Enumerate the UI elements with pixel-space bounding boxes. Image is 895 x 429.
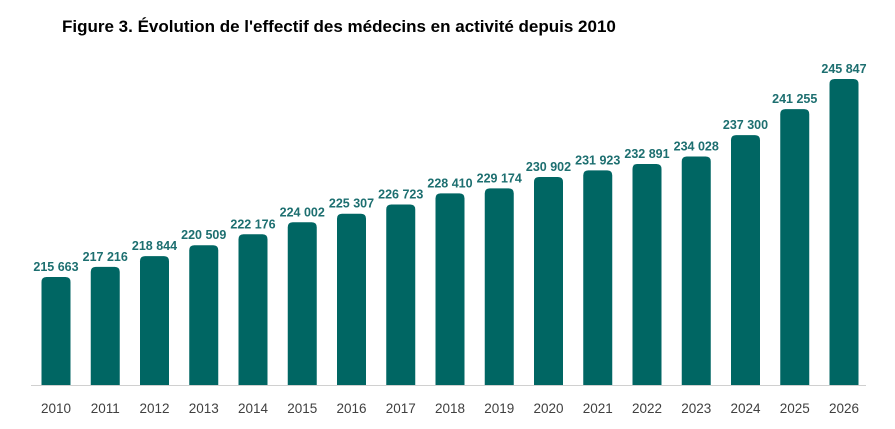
bar-2015 <box>287 222 317 385</box>
bar-2020 <box>534 177 563 385</box>
x-tick-label: 2018 <box>435 401 465 416</box>
data-label: 226 723 <box>378 187 423 201</box>
bar-2011 <box>90 266 120 385</box>
data-label: 225 307 <box>329 197 374 211</box>
data-label: 218 844 <box>132 239 177 253</box>
bar-2014 <box>238 234 268 385</box>
data-label: 220 509 <box>181 228 226 242</box>
x-tick-label: 2015 <box>287 401 317 416</box>
x-tick-label: 2011 <box>91 401 120 416</box>
data-label: 232 891 <box>624 147 669 161</box>
data-label: 245 847 <box>821 62 866 76</box>
bar-2016 <box>337 213 366 385</box>
bar-2023 <box>681 156 711 385</box>
data-label: 237 300 <box>723 118 768 132</box>
bar-2022 <box>632 163 662 385</box>
x-tick-label: 2013 <box>189 401 219 416</box>
x-tick-label: 2012 <box>139 401 169 416</box>
data-label: 215 663 <box>33 260 78 274</box>
x-tick-label: 2022 <box>632 401 662 416</box>
x-tick-label: 2017 <box>386 401 416 416</box>
bar-2010 <box>41 277 71 385</box>
data-label: 231 923 <box>575 153 620 167</box>
data-label: 229 174 <box>477 171 522 185</box>
bar-2017 <box>386 204 416 385</box>
bar-2021 <box>583 170 613 385</box>
bar-2019 <box>484 188 514 385</box>
x-tick-label: 2025 <box>780 401 810 416</box>
data-label: 241 255 <box>772 92 817 106</box>
chart-title: Figure 3. Évolution de l'effectif des mé… <box>62 17 616 36</box>
bar-2012 <box>140 256 169 385</box>
data-label: 234 028 <box>674 140 719 154</box>
data-label: 224 002 <box>280 205 325 219</box>
bar-2018 <box>435 193 465 385</box>
bar-2025 <box>780 109 810 385</box>
data-label: 217 216 <box>83 250 128 264</box>
bar-2013 <box>189 245 219 385</box>
x-tick-label: 2020 <box>533 401 563 416</box>
bar-2026 <box>829 78 859 386</box>
x-tick-label: 2016 <box>336 401 366 416</box>
x-tick-label: 2026 <box>829 401 859 416</box>
data-label: 222 176 <box>230 217 275 231</box>
x-tick-label: 2014 <box>238 401 269 416</box>
x-tick-label: 2021 <box>583 401 613 416</box>
x-tick-label: 2019 <box>484 401 514 416</box>
x-tick-label: 2010 <box>41 401 71 416</box>
x-tick-label: 2023 <box>681 401 711 416</box>
data-label: 228 410 <box>427 176 472 190</box>
data-label: 230 902 <box>526 160 571 174</box>
x-tick-label: 2024 <box>730 401 761 416</box>
bar-2024 <box>731 135 760 385</box>
